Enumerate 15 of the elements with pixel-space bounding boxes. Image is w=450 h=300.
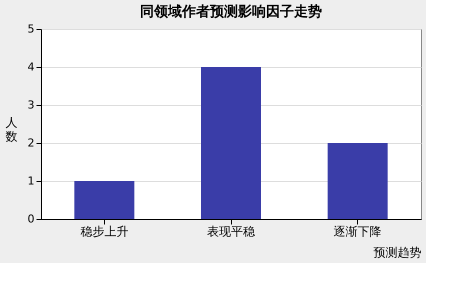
x-tick-label: 稳步上升: [80, 224, 128, 238]
y-tick-label: 2: [28, 136, 34, 150]
y-tick-label: 1: [28, 174, 34, 188]
y-tick-label: 3: [28, 98, 34, 112]
bar: [74, 181, 134, 219]
y-axis-title: 人数: [6, 116, 18, 144]
y-tick-label: 0: [28, 212, 34, 226]
chart-title: 同领域作者预测影响因子走势: [140, 4, 322, 20]
x-tick-label: 逐渐下降: [334, 224, 382, 238]
bar: [201, 67, 261, 219]
y-tick-label: 5: [28, 22, 34, 36]
x-axis-title: 预测趋势: [374, 246, 422, 260]
bar: [328, 143, 388, 219]
x-tick-label: 表现平稳: [207, 224, 255, 238]
y-tick-label: 4: [28, 60, 34, 74]
